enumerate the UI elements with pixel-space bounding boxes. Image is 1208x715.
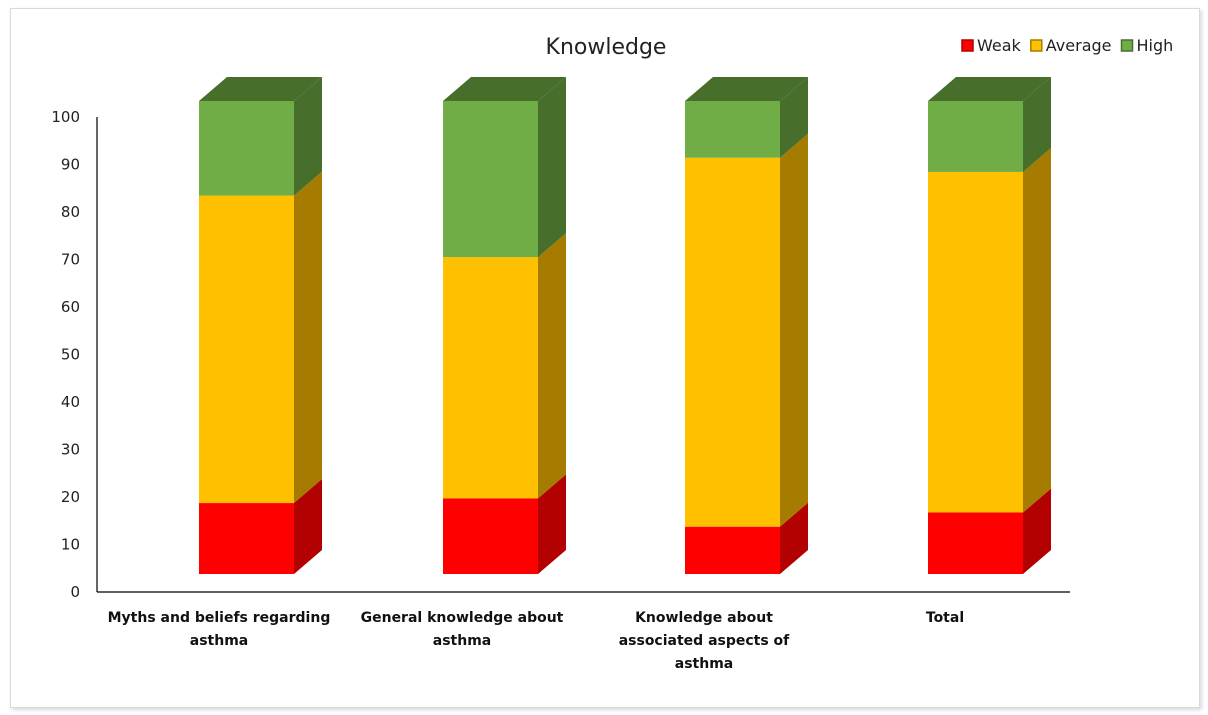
x-tick-label: Total (926, 610, 964, 626)
bar-segment-weak (685, 502, 808, 574)
legend: Weak Average High (961, 36, 1174, 55)
y-tick-label: 60 (61, 298, 80, 316)
bar-front (685, 157, 780, 527)
legend-swatch-average (1030, 39, 1043, 52)
bar-side (780, 77, 808, 158)
bar-segment-high (685, 77, 808, 158)
bar-front (928, 512, 1023, 574)
bar-side (294, 171, 322, 504)
bar-side (538, 474, 566, 574)
y-tick-label: 80 (61, 203, 80, 221)
y-tick-label: 50 (61, 346, 80, 364)
bar-side (1023, 488, 1051, 574)
bar-segment-weak (443, 474, 566, 574)
bar-front (928, 171, 1023, 513)
bar-segment-weak (928, 488, 1051, 574)
bar-side (1023, 77, 1051, 172)
legend-label-average: Average (1046, 36, 1112, 55)
y-tick-label: 90 (61, 156, 80, 174)
x-tick-label: Myths and beliefs regarding asthma (108, 610, 331, 649)
bar-top (199, 77, 322, 101)
bar-segment-average (443, 233, 566, 499)
y-tick-label: 100 (51, 108, 80, 126)
bar-segment-average (685, 133, 808, 527)
category-labels: Myths and beliefs regarding asthma General… (108, 610, 964, 672)
bar-front (443, 101, 538, 258)
bar-front (443, 257, 538, 499)
bar-segment-high (443, 77, 566, 258)
legend-label-weak: Weak (977, 36, 1022, 55)
bars (199, 77, 1051, 574)
bar-side (1023, 147, 1051, 513)
bar-top (443, 77, 566, 101)
axes: 0 10 20 30 40 50 60 70 80 90 100 (51, 108, 1070, 601)
legend-label-high: High (1137, 36, 1174, 55)
x-tick-label: Knowledge about associated aspects of asth… (619, 610, 790, 672)
bar-side (538, 233, 566, 499)
legend-swatch-weak (961, 39, 974, 52)
y-tick-label: 0 (70, 583, 80, 601)
y-tick-label: 30 (61, 441, 80, 459)
legend-swatch-high (1120, 39, 1134, 52)
bar-front (199, 503, 294, 574)
bar-stack (443, 77, 566, 574)
bar-stack (928, 77, 1051, 574)
bar-front (928, 101, 1023, 172)
bar-top (685, 77, 808, 101)
bar-side (294, 479, 322, 574)
bar-front (199, 195, 294, 504)
bar-front (685, 101, 780, 158)
y-tick-label: 40 (61, 393, 80, 411)
bar-front (685, 526, 780, 574)
y-tick-label: 70 (61, 251, 80, 269)
bar-front (443, 498, 538, 574)
bar-top (928, 77, 1051, 101)
y-tick-label: 10 (61, 536, 80, 554)
bar-side (780, 133, 808, 527)
x-tick-label: General knowledge about asthma (361, 610, 564, 649)
bar-front (199, 101, 294, 196)
bar-side (294, 77, 322, 196)
bar-stack (685, 77, 808, 574)
y-tick-label: 20 (61, 488, 80, 506)
bar-side (780, 502, 808, 574)
bar-segment-average (928, 147, 1051, 513)
bar-segment-average (199, 171, 322, 504)
chart-title: Knowledge (546, 35, 667, 60)
bar-segment-high (928, 77, 1051, 172)
bar-segment-high (199, 77, 322, 196)
bar-segment-weak (199, 479, 322, 574)
bar-stack (199, 77, 322, 574)
bar-side (538, 77, 566, 258)
